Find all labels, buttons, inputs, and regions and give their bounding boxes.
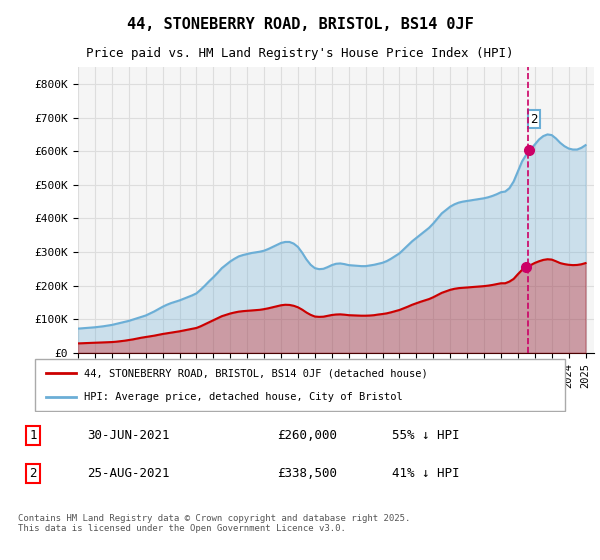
Text: Price paid vs. HM Land Registry's House Price Index (HPI): Price paid vs. HM Land Registry's House …	[86, 47, 514, 60]
Text: HPI: Average price, detached house, City of Bristol: HPI: Average price, detached house, City…	[84, 391, 403, 402]
FancyBboxPatch shape	[35, 360, 565, 410]
Text: 41% ↓ HPI: 41% ↓ HPI	[392, 467, 460, 480]
Text: 30-JUN-2021: 30-JUN-2021	[87, 429, 170, 442]
Text: £260,000: £260,000	[277, 429, 337, 442]
Text: 55% ↓ HPI: 55% ↓ HPI	[392, 429, 460, 442]
Text: 25-AUG-2021: 25-AUG-2021	[87, 467, 170, 480]
Text: £338,500: £338,500	[277, 467, 337, 480]
Text: 44, STONEBERRY ROAD, BRISTOL, BS14 0JF: 44, STONEBERRY ROAD, BRISTOL, BS14 0JF	[127, 17, 473, 32]
Text: Contains HM Land Registry data © Crown copyright and database right 2025.
This d: Contains HM Land Registry data © Crown c…	[18, 514, 410, 534]
Text: 1: 1	[29, 429, 37, 442]
Text: 2: 2	[29, 467, 37, 480]
Text: 44, STONEBERRY ROAD, BRISTOL, BS14 0JF (detached house): 44, STONEBERRY ROAD, BRISTOL, BS14 0JF (…	[84, 368, 428, 379]
Text: 2: 2	[530, 113, 538, 126]
